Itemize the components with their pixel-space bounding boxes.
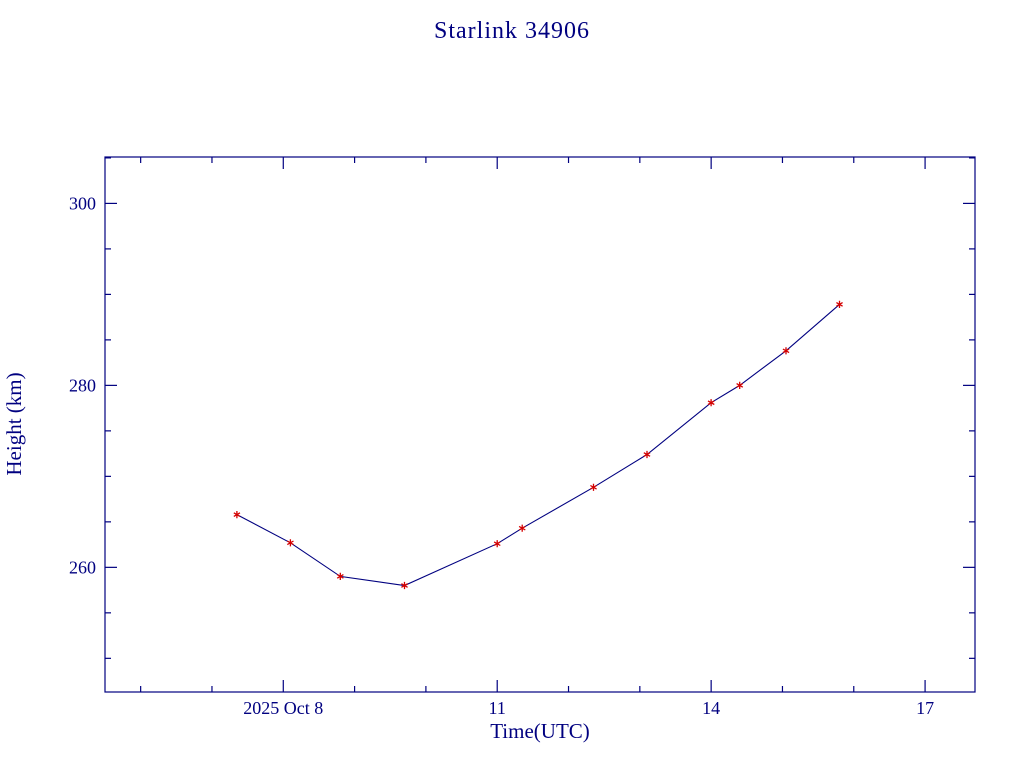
data-point-marker xyxy=(590,483,597,491)
x-tick-label: 2025 Oct 8 xyxy=(243,698,323,718)
data-point-marker xyxy=(518,524,526,532)
y-axis-label: Height (km) xyxy=(2,372,26,475)
data-point-marker xyxy=(401,581,408,590)
plot-area: 2025 Oct 8 11 14 17 260 280 300 xyxy=(69,156,976,718)
data-point-marker xyxy=(336,572,344,580)
data-point-marker xyxy=(736,381,744,389)
data-line xyxy=(236,303,840,587)
data-point-marker xyxy=(233,511,241,519)
data-point-marker xyxy=(782,347,790,355)
plot-frame xyxy=(104,156,976,693)
data-point-marker xyxy=(286,539,294,547)
y-tick-label: 260 xyxy=(69,557,96,577)
data-point-marker xyxy=(493,540,501,548)
data-point-marker xyxy=(836,300,843,308)
y-tick-label: 280 xyxy=(69,375,96,395)
data-point-marker xyxy=(707,399,715,407)
chart-title: Starlink 34906 xyxy=(434,18,590,44)
y-tick-label: 300 xyxy=(69,193,96,213)
x-tick-label: 11 xyxy=(489,698,506,718)
data-point-marker xyxy=(643,450,651,459)
x-axis-label: Time(UTC) xyxy=(490,719,590,743)
x-tick-label: 14 xyxy=(702,698,720,718)
x-tick-label: 17 xyxy=(916,698,934,718)
